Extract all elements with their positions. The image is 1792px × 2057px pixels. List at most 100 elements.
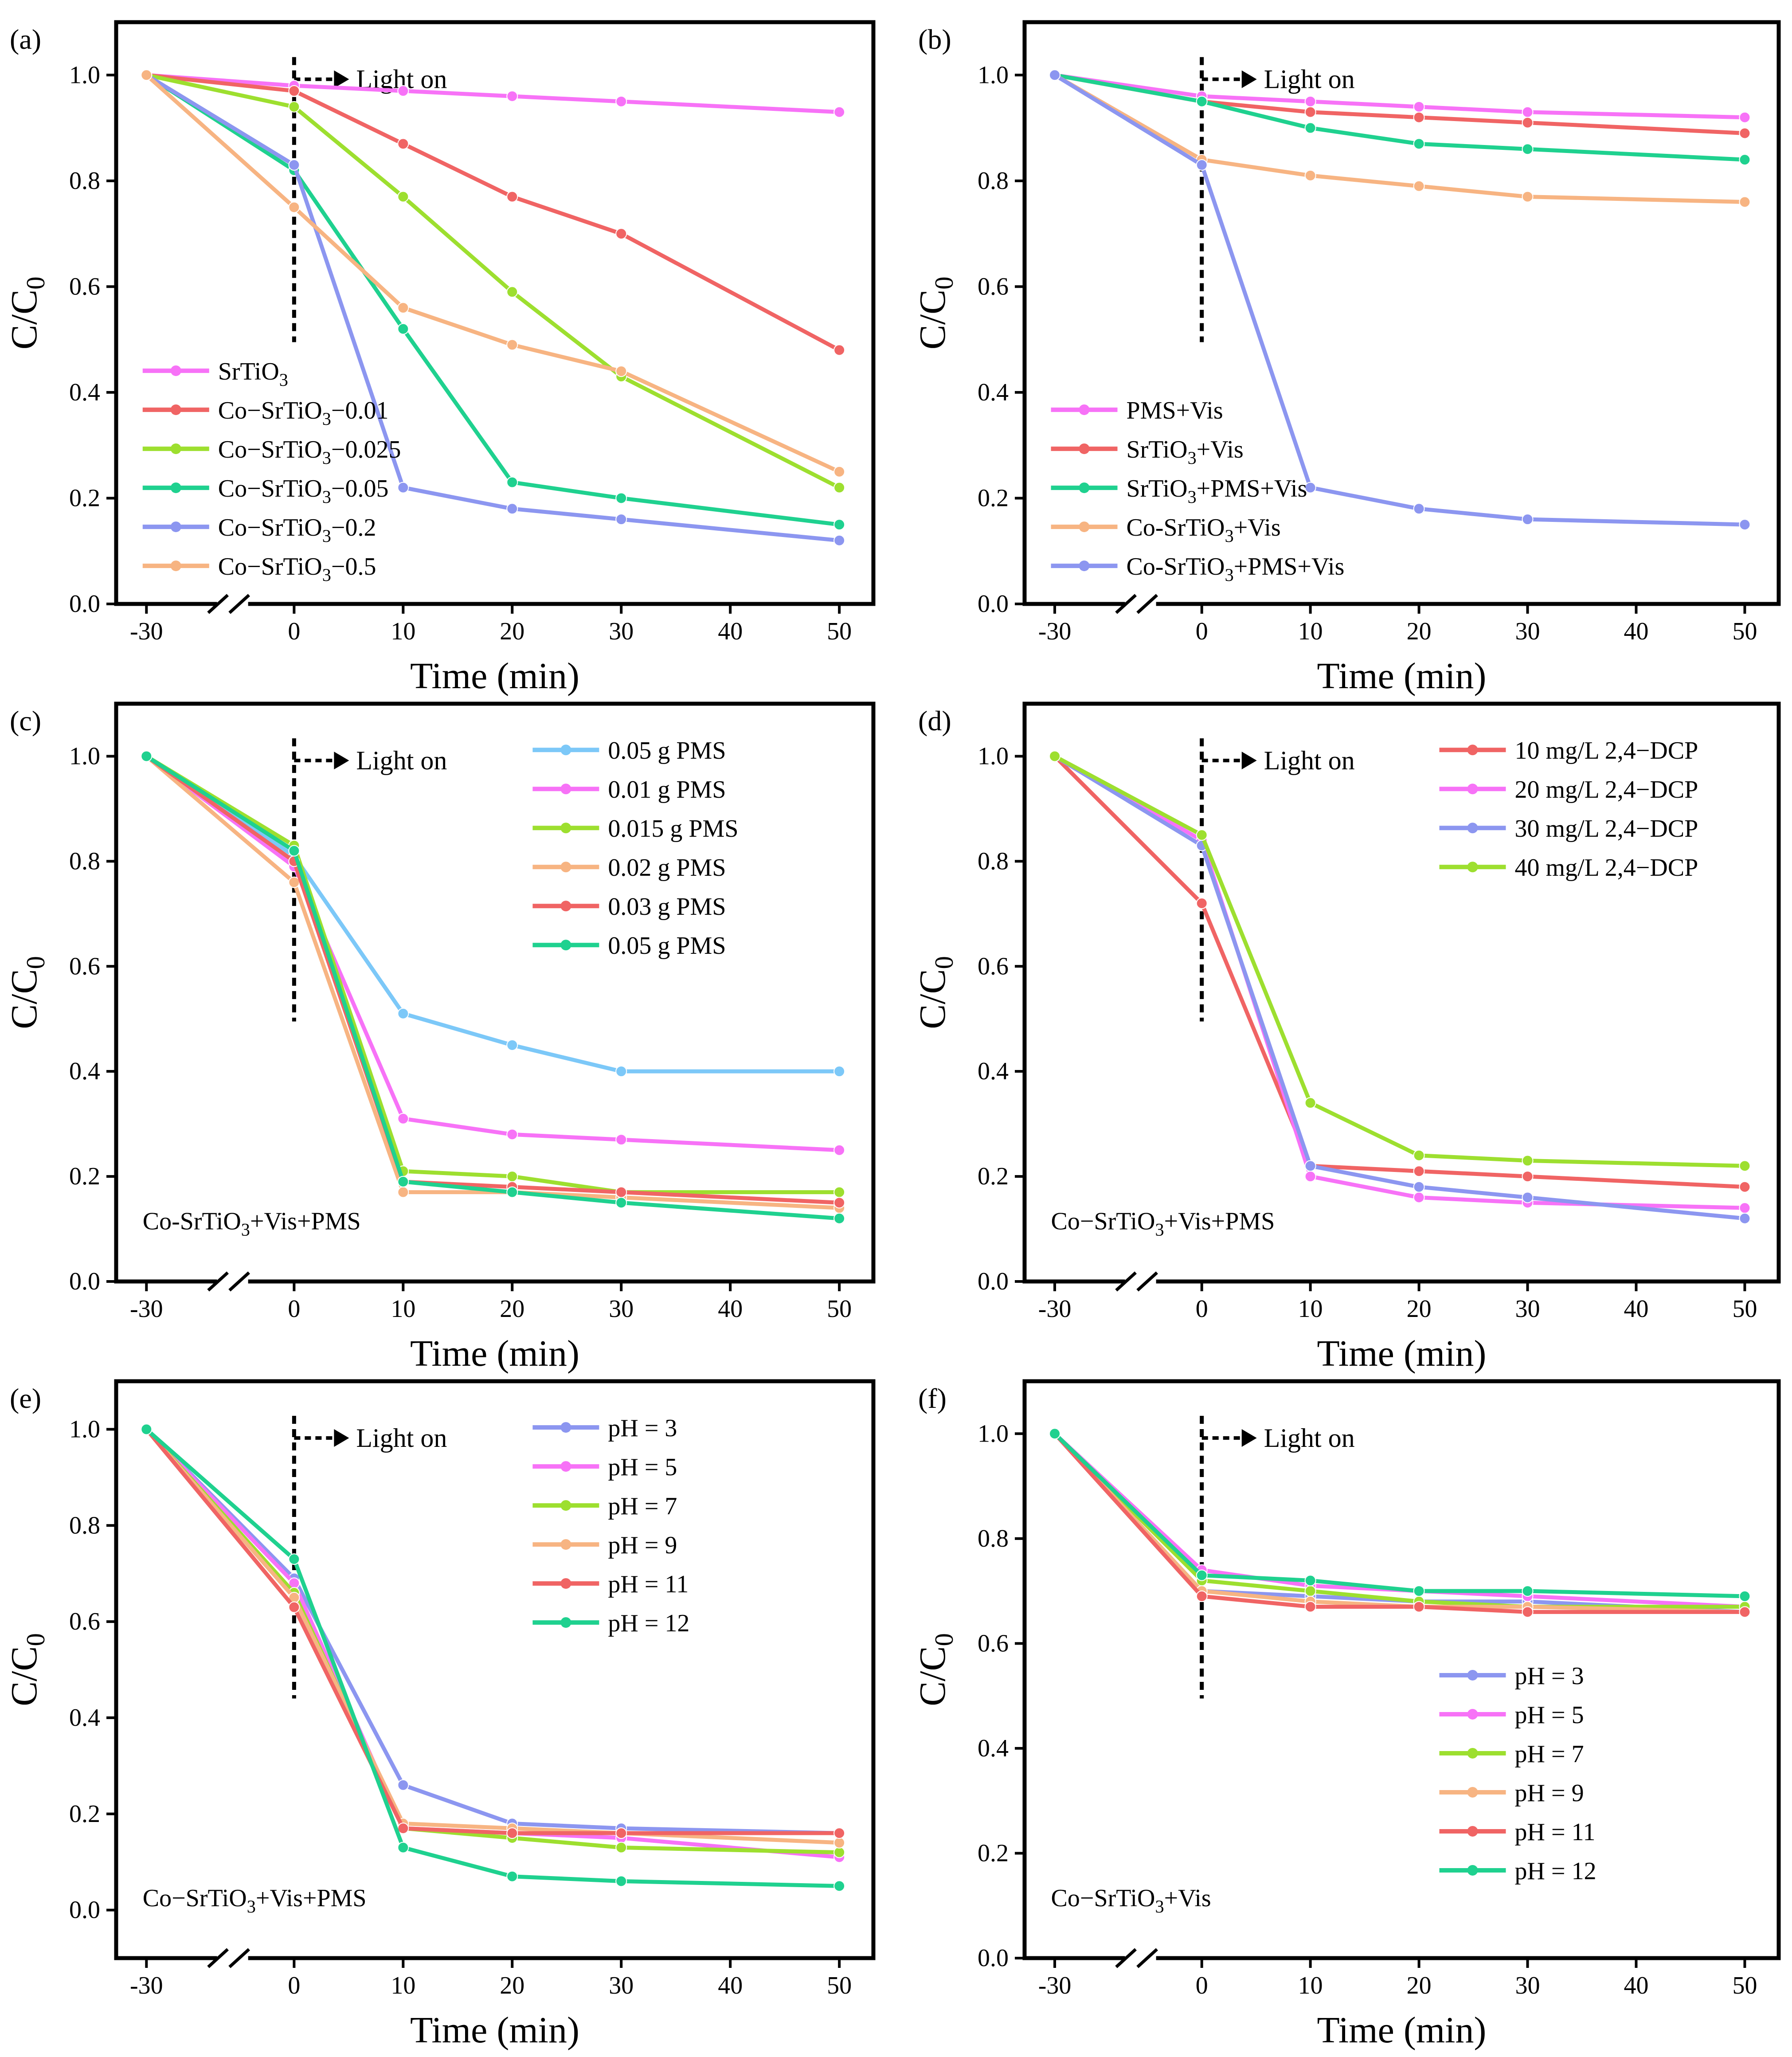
x-tick-label: 30 bbox=[1515, 1295, 1540, 1323]
legend: SrTiO3 Co−SrTiO3−0.01 Co−SrTiO3−0.025 Co−Sr… bbox=[142, 358, 401, 585]
y-tick-label: 0.4 bbox=[978, 1735, 1009, 1762]
data-point bbox=[1522, 1585, 1534, 1597]
light-on-label: Light on bbox=[1264, 65, 1355, 94]
data-point bbox=[833, 1827, 845, 1839]
axis-break-mark bbox=[1136, 594, 1158, 614]
series-line bbox=[146, 73, 840, 114]
data-point bbox=[1304, 169, 1316, 181]
y-tick-label: 0.4 bbox=[978, 1058, 1009, 1085]
legend-label: 0.05 g PMS bbox=[608, 932, 726, 960]
axis-break-mark bbox=[228, 594, 250, 614]
y-tick-label: 1.0 bbox=[69, 1415, 100, 1443]
data-point bbox=[288, 159, 300, 171]
x-axis-title: Time (min) bbox=[1317, 655, 1487, 697]
legend-label: Co−SrTiO3−0.025 bbox=[218, 436, 401, 468]
data-point bbox=[1522, 1606, 1534, 1618]
series-line bbox=[1053, 1432, 1745, 1599]
data-point bbox=[1739, 196, 1751, 208]
light-on-arrow-head bbox=[334, 70, 349, 88]
light-on-label: Light on bbox=[1264, 1423, 1355, 1453]
y-axis-title: C/C0 bbox=[4, 277, 50, 350]
data-point bbox=[1196, 159, 1208, 171]
x-axis-title: Time (min) bbox=[410, 1333, 579, 1374]
legend-label: Co-SrTiO3+Vis bbox=[1127, 514, 1281, 546]
legend: PMS+Vis SrTiO3+Vis SrTiO3+PMS+Vis Co-SrTiO3… bbox=[1051, 397, 1345, 585]
data-point bbox=[1196, 897, 1208, 909]
legend-label: pH = 7 bbox=[1515, 1740, 1584, 1768]
series-line bbox=[145, 73, 840, 527]
panel-label: (a) bbox=[10, 24, 41, 55]
data-point bbox=[1413, 1181, 1425, 1193]
series-line bbox=[145, 754, 840, 1152]
y-tick-label: 1.0 bbox=[69, 61, 100, 89]
x-tick-label: 20 bbox=[1407, 1295, 1432, 1323]
y-tick-label: 0.0 bbox=[978, 1268, 1009, 1295]
x-tick-label: 50 bbox=[1732, 618, 1757, 645]
data-point bbox=[1304, 482, 1316, 494]
x-tick-label: 0 bbox=[288, 1972, 300, 1999]
data-point bbox=[288, 876, 300, 888]
light-on-label: Light on bbox=[356, 1423, 447, 1453]
y-tick-label: 1.0 bbox=[978, 1420, 1009, 1447]
legend-swatch-marker bbox=[1079, 482, 1090, 494]
series-line bbox=[1053, 1432, 1745, 1609]
y-tick-label: 0.0 bbox=[69, 590, 100, 618]
data-point bbox=[1739, 154, 1751, 166]
x-tick-label: 50 bbox=[1732, 1295, 1757, 1323]
y-tick-label: 0.8 bbox=[69, 847, 100, 875]
x-tick-label: 30 bbox=[609, 1972, 634, 1999]
data-point bbox=[1304, 106, 1316, 118]
data-point bbox=[833, 466, 845, 478]
legend-swatch-marker bbox=[560, 784, 571, 795]
series-line bbox=[1054, 73, 1745, 162]
data-point bbox=[833, 106, 845, 118]
x-tick-label: 20 bbox=[1407, 618, 1432, 645]
data-point bbox=[615, 1842, 627, 1853]
legend-label: Co−SrTiO3−0.01 bbox=[218, 397, 389, 429]
legend-label: pH = 9 bbox=[1515, 1779, 1584, 1807]
legend-swatch-marker bbox=[170, 482, 181, 494]
data-point bbox=[141, 750, 153, 762]
data-point bbox=[615, 95, 627, 107]
data-point bbox=[615, 1827, 627, 1839]
data-point bbox=[288, 85, 300, 97]
data-point bbox=[506, 476, 518, 488]
y-tick-label: 0.8 bbox=[978, 1525, 1009, 1552]
data-point bbox=[833, 482, 845, 494]
series-line bbox=[145, 1428, 840, 1835]
series-line bbox=[145, 73, 840, 543]
x-tick-label: 50 bbox=[827, 1972, 852, 1999]
data-point bbox=[1049, 69, 1061, 81]
data-point bbox=[1522, 1171, 1534, 1183]
data-point bbox=[506, 90, 518, 102]
y-tick-label: 0.4 bbox=[69, 1058, 100, 1085]
data-point bbox=[833, 534, 845, 546]
data-point bbox=[615, 365, 627, 377]
data-point bbox=[1522, 1155, 1534, 1167]
data-point bbox=[506, 1039, 518, 1051]
x-tick-label: 50 bbox=[827, 618, 852, 645]
data-point bbox=[288, 101, 300, 113]
legend-label: Co-SrTiO3+PMS+Vis bbox=[1127, 553, 1345, 585]
legend-swatch-marker bbox=[560, 901, 571, 912]
chart-panel-f: (f) 0.0 0.2 0.4 0.6 0.8 1.0 -30 0 10 20 30 40 50 Time … bbox=[912, 1379, 1781, 2051]
light-on-arrow-head bbox=[1241, 1429, 1257, 1447]
y-tick-label: 0.0 bbox=[69, 1896, 100, 1924]
y-tick-label: 0.2 bbox=[978, 1163, 1009, 1190]
y-tick-label: 0.0 bbox=[978, 590, 1009, 618]
legend-swatch-marker bbox=[560, 1539, 571, 1550]
legend-swatch-marker bbox=[560, 1617, 571, 1628]
data-point bbox=[506, 286, 518, 298]
x-tick-label: 0 bbox=[288, 618, 300, 645]
data-point bbox=[1304, 1575, 1316, 1587]
legend-swatch-marker bbox=[560, 1461, 571, 1472]
data-point bbox=[1413, 111, 1425, 123]
y-axis-title: C/C0 bbox=[4, 956, 50, 1029]
x-tick-label: 10 bbox=[1298, 1295, 1323, 1323]
data-point bbox=[1522, 117, 1534, 129]
legend-swatch-marker bbox=[170, 443, 181, 454]
legend-swatch-marker bbox=[1079, 560, 1090, 572]
plot-frame bbox=[1022, 20, 1781, 606]
legend-label: pH = 3 bbox=[608, 1414, 677, 1442]
data-point bbox=[397, 482, 409, 494]
